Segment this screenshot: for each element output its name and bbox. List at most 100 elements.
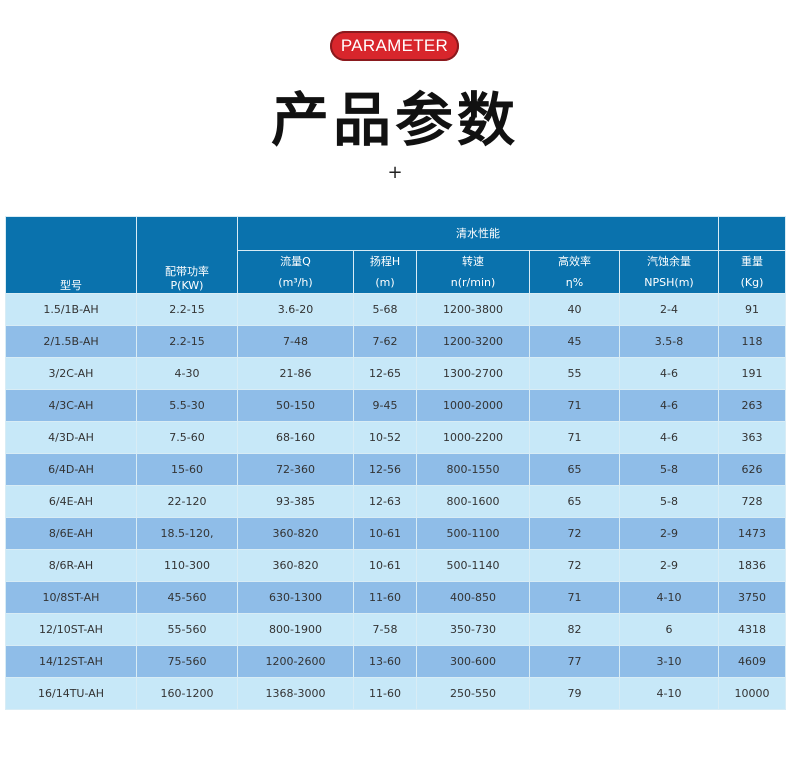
header-efficiency: 高效率 η% bbox=[529, 250, 620, 294]
cell-efficiency: 72 bbox=[529, 549, 620, 582]
cell-head: 10-61 bbox=[353, 517, 417, 550]
table-row: 8/6R-AH 110-300 360-820 10-61 500-1140 72 2-9 1… bbox=[5, 549, 786, 582]
table-row: 1.5/1B-AH 2.2-15 3.6-20 5-68 1200-3800 40 2-4 9… bbox=[5, 293, 786, 326]
cell-flow: 630-1300 bbox=[237, 581, 354, 614]
header-weight: 重量 (Kg) bbox=[718, 250, 786, 294]
header-group-water-performance: 清水性能 bbox=[237, 216, 719, 251]
cell-npsh: 4-10 bbox=[619, 677, 719, 710]
cell-speed: 500-1140 bbox=[416, 549, 530, 582]
cell-model: 2/1.5B-AH bbox=[5, 325, 137, 358]
cell-model: 8/6R-AH bbox=[5, 549, 137, 582]
cell-power: 22-120 bbox=[136, 485, 238, 518]
cell-power: 18.5-120, bbox=[136, 517, 238, 550]
cell-speed: 500-1100 bbox=[416, 517, 530, 550]
cell-head: 7-58 bbox=[353, 613, 417, 646]
cell-head: 11-60 bbox=[353, 677, 417, 710]
cell-model: 4/3C-AH bbox=[5, 389, 137, 422]
cell-model: 3/2C-AH bbox=[5, 357, 137, 390]
cell-flow: 1368-3000 bbox=[237, 677, 354, 710]
header-power: 配带功率 P(KW) bbox=[136, 216, 238, 294]
cell-head: 13-60 bbox=[353, 645, 417, 678]
header-npsh: 汽蚀余量 NPSH(m) bbox=[619, 250, 719, 294]
cell-power: 110-300 bbox=[136, 549, 238, 582]
header-speed: 转速 n(r/min) bbox=[416, 250, 530, 294]
cell-speed: 800-1600 bbox=[416, 485, 530, 518]
table-row: 2/1.5B-AH 2.2-15 7-48 7-62 1200-3200 45 3.5-8 1… bbox=[5, 325, 786, 358]
parameter-table: 型号 配带功率 P(KW) 清水性能 流量Q (m³/h) 扬程H (m) 转速… bbox=[5, 216, 786, 710]
cell-weight: 4318 bbox=[718, 613, 786, 646]
cell-npsh: 4-10 bbox=[619, 581, 719, 614]
cell-model: 8/6E-AH bbox=[5, 517, 137, 550]
table-row: 8/6E-AH 18.5-120, 360-820 10-61 500-1100 72 2-… bbox=[5, 517, 786, 550]
header-head-label: 扬程H bbox=[369, 254, 401, 268]
cell-power: 4-30 bbox=[136, 357, 238, 390]
header-model: 型号 bbox=[5, 216, 137, 294]
cell-model: 14/12ST-AH bbox=[5, 645, 137, 678]
cell-efficiency: 71 bbox=[529, 421, 620, 454]
header-flow-unit: (m³/h) bbox=[278, 275, 313, 289]
header-npsh-unit: NPSH(m) bbox=[644, 275, 694, 289]
cell-flow: 68-160 bbox=[237, 421, 354, 454]
plus-icon: + bbox=[387, 162, 403, 183]
cell-head: 10-52 bbox=[353, 421, 417, 454]
header-efficiency-unit: η% bbox=[565, 275, 584, 289]
cell-weight: 263 bbox=[718, 389, 786, 422]
cell-npsh: 2-4 bbox=[619, 293, 719, 326]
cell-speed: 1300-2700 bbox=[416, 357, 530, 390]
cell-efficiency: 71 bbox=[529, 581, 620, 614]
cell-efficiency: 65 bbox=[529, 485, 620, 518]
cell-flow: 360-820 bbox=[237, 549, 354, 582]
cell-head: 11-60 bbox=[353, 581, 417, 614]
cell-efficiency: 77 bbox=[529, 645, 620, 678]
cell-flow: 21-86 bbox=[237, 357, 354, 390]
cell-npsh: 5-8 bbox=[619, 453, 719, 486]
header-head: 扬程H (m) bbox=[353, 250, 417, 294]
cell-speed: 1200-3800 bbox=[416, 293, 530, 326]
header-flow: 流量Q (m³/h) bbox=[237, 250, 354, 294]
cell-model: 12/10ST-AH bbox=[5, 613, 137, 646]
cell-weight: 363 bbox=[718, 421, 786, 454]
cell-weight: 118 bbox=[718, 325, 786, 358]
table-row: 4/3D-AH 7.5-60 68-160 10-52 1000-2200 71 4-6 36… bbox=[5, 421, 786, 454]
cell-weight: 1836 bbox=[718, 549, 786, 582]
cell-power: 160-1200 bbox=[136, 677, 238, 710]
cell-model: 10/8ST-AH bbox=[5, 581, 137, 614]
header-speed-unit: n(r/min) bbox=[450, 275, 496, 289]
cell-flow: 50-150 bbox=[237, 389, 354, 422]
cell-efficiency: 82 bbox=[529, 613, 620, 646]
cell-model: 16/14TU-AH bbox=[5, 677, 137, 710]
cell-speed: 1000-2000 bbox=[416, 389, 530, 422]
cell-weight: 191 bbox=[718, 357, 786, 390]
cell-model: 6/4D-AH bbox=[5, 453, 137, 486]
cell-power: 55-560 bbox=[136, 613, 238, 646]
cell-npsh: 3.5-8 bbox=[619, 325, 719, 358]
cell-npsh: 4-6 bbox=[619, 421, 719, 454]
cell-head: 9-45 bbox=[353, 389, 417, 422]
cell-weight: 3750 bbox=[718, 581, 786, 614]
cell-flow: 360-820 bbox=[237, 517, 354, 550]
cell-weight: 626 bbox=[718, 453, 786, 486]
table-row: 3/2C-AH 4-30 21-86 12-65 1300-2700 55 4-6 191 bbox=[5, 357, 786, 390]
cell-power: 2.2-15 bbox=[136, 325, 238, 358]
cell-weight: 1473 bbox=[718, 517, 786, 550]
cell-head: 12-65 bbox=[353, 357, 417, 390]
cell-speed: 1000-2200 bbox=[416, 421, 530, 454]
table-row: 10/8ST-AH 45-560 630-1300 11-60 400-850 71 4-1… bbox=[5, 581, 786, 614]
cell-power: 75-560 bbox=[136, 645, 238, 678]
cell-head: 5-68 bbox=[353, 293, 417, 326]
cell-weight: 91 bbox=[718, 293, 786, 326]
cell-head: 12-63 bbox=[353, 485, 417, 518]
cell-efficiency: 65 bbox=[529, 453, 620, 486]
cell-npsh: 5-8 bbox=[619, 485, 719, 518]
cell-power: 7.5-60 bbox=[136, 421, 238, 454]
cell-efficiency: 45 bbox=[529, 325, 620, 358]
cell-model: 1.5/1B-AH bbox=[5, 293, 137, 326]
cell-power: 15-60 bbox=[136, 453, 238, 486]
cell-flow: 1200-2600 bbox=[237, 645, 354, 678]
cell-speed: 400-850 bbox=[416, 581, 530, 614]
table-row: 6/4D-AH 15-60 72-360 12-56 800-1550 65 5-8 626 bbox=[5, 453, 786, 486]
cell-speed: 250-550 bbox=[416, 677, 530, 710]
cell-weight: 10000 bbox=[718, 677, 786, 710]
parameter-badge: PARAMETER bbox=[330, 31, 459, 61]
cell-npsh: 6 bbox=[619, 613, 719, 646]
